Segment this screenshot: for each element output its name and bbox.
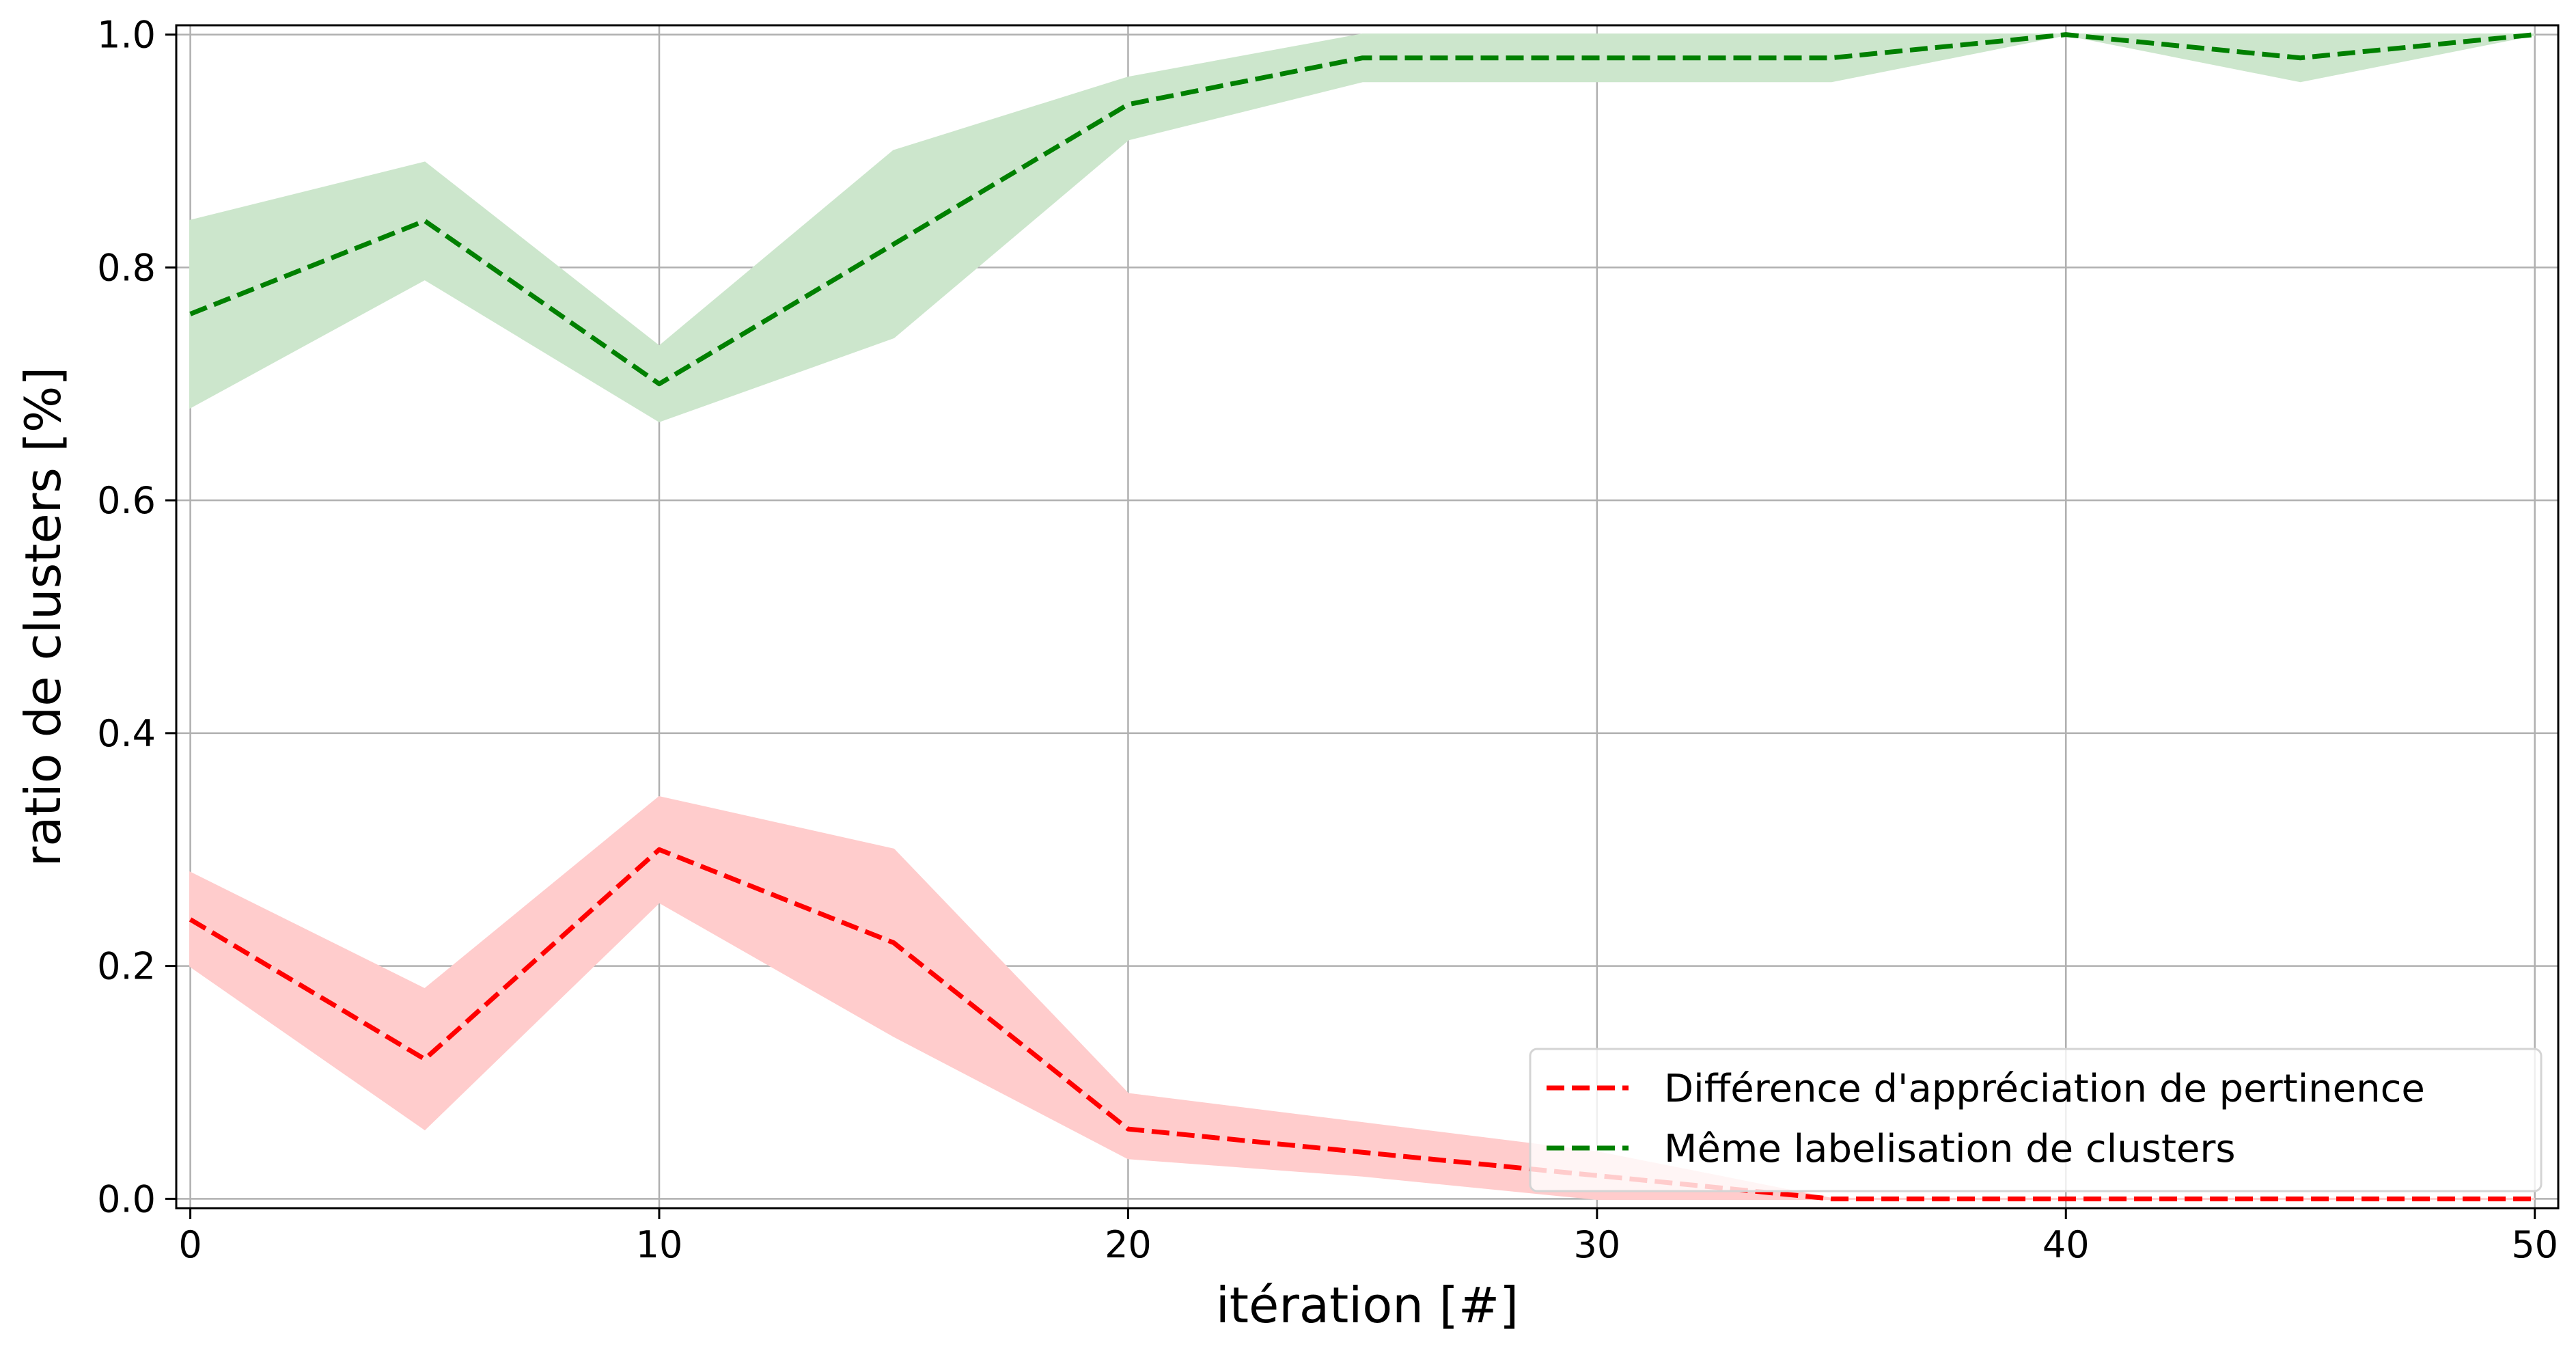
x-tick-label-3: 30 bbox=[1573, 1223, 1620, 1266]
series-0-point-1 bbox=[422, 1056, 427, 1061]
series-1-line bbox=[189, 32, 2536, 387]
series-0-point-9 bbox=[2298, 1197, 2303, 1201]
x-tick-label-1: 10 bbox=[636, 1223, 683, 1266]
series-1-point-0 bbox=[188, 312, 193, 316]
legend-box bbox=[1529, 1048, 2543, 1192]
x-tick-label-2: 20 bbox=[1105, 1223, 1152, 1266]
series-1-point-4 bbox=[1126, 102, 1131, 107]
series-0-point-2 bbox=[657, 847, 662, 852]
series-1-point-1 bbox=[422, 219, 427, 223]
series-0-point-4 bbox=[1126, 1127, 1131, 1132]
series-1-point-7 bbox=[1829, 55, 1834, 60]
series-1-point-9 bbox=[2298, 55, 2303, 60]
series-0-line bbox=[189, 847, 2535, 1201]
y-tick-label-5: 1.0 bbox=[97, 14, 156, 57]
y-tick-label-2: 0.4 bbox=[97, 712, 156, 755]
series-1-point-6 bbox=[1594, 55, 1599, 60]
axis-ticks: 0 10 20 30 40 50 0.0 0.2 0.4 0.6 0.8 1.0 bbox=[97, 14, 2558, 1266]
legend-entry-1: Même labelisation de clusters bbox=[1547, 1127, 2236, 1171]
series-0-point-8 bbox=[2064, 1197, 2068, 1201]
x-tick-label-5: 50 bbox=[2511, 1223, 2558, 1266]
x-tick-label-0: 0 bbox=[178, 1223, 202, 1266]
series-0-point-3 bbox=[891, 940, 896, 945]
x-tick-label-4: 40 bbox=[2042, 1223, 2090, 1266]
y-tick-label-0: 0.0 bbox=[97, 1177, 156, 1220]
series-1-point-10 bbox=[2532, 32, 2537, 37]
y-axis-label: ratio de clusters [%] bbox=[14, 367, 72, 867]
series-1-band bbox=[189, 33, 2535, 422]
series-lines bbox=[188, 32, 2537, 1201]
legend-entry-0: Différence d'appréciation de pertinence bbox=[1547, 1067, 2425, 1111]
plot-frame bbox=[175, 24, 2560, 1210]
series-1-point-8 bbox=[2064, 32, 2068, 37]
legend: Différence d'appréciation de pertinence M… bbox=[1529, 1048, 2543, 1192]
series-1-point-5 bbox=[1360, 55, 1365, 60]
series-1-point-3 bbox=[891, 242, 896, 247]
y-tick-label-1: 0.2 bbox=[97, 945, 156, 988]
x-axis-label: itération [#] bbox=[1216, 1277, 1519, 1334]
series-0-point-5 bbox=[1360, 1150, 1365, 1155]
series-0-point-0 bbox=[188, 917, 193, 922]
series-0-point-10 bbox=[2532, 1197, 2537, 1201]
y-tick-label-4: 0.8 bbox=[97, 246, 156, 289]
series-0-point-7 bbox=[1829, 1197, 1834, 1201]
legend-label-1: Même labelisation de clusters bbox=[1664, 1127, 2236, 1171]
series-1-point-2 bbox=[657, 381, 662, 386]
y-tick-label-3: 0.6 bbox=[97, 479, 156, 522]
legend-label-0: Différence d'appréciation de pertinence bbox=[1664, 1067, 2425, 1111]
